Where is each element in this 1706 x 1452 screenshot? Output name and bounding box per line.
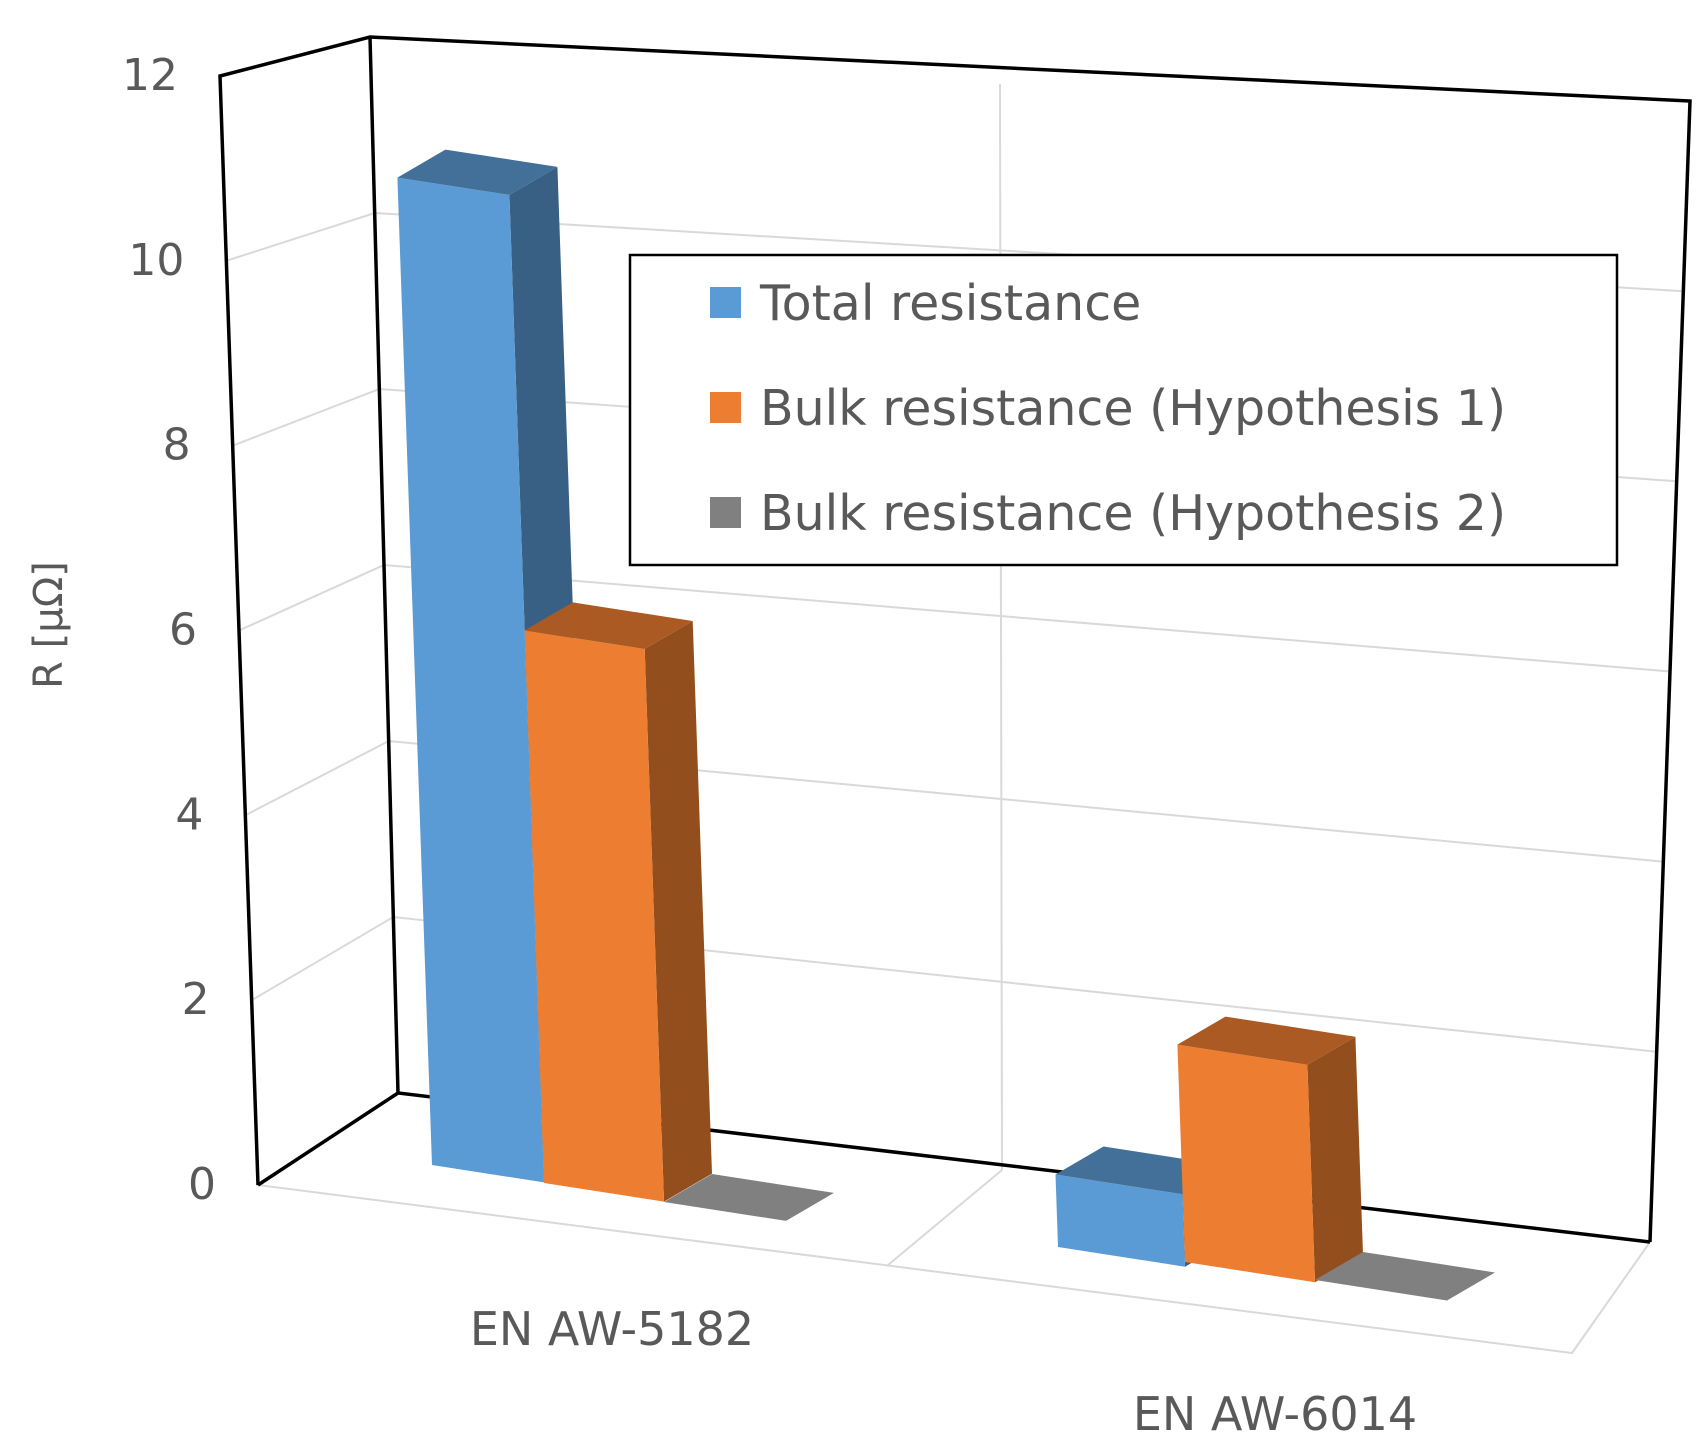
y-tick-label: 10 [128,235,184,286]
chart-bars [397,149,1495,1301]
y-axis-label: R [µΩ] [26,561,72,689]
legend-label-hypothesis-2: Bulk resistance (Hypothesis 2) [760,485,1506,542]
bar-front [1055,1174,1185,1267]
y-tick-label: 12 [122,50,178,101]
legend-label-total: Total resistance [759,275,1141,332]
bar-front [524,630,664,1202]
legend-swatch-hypothesis-1 [710,392,741,423]
bar-flat [664,1174,834,1221]
bar-front [397,177,544,1183]
floor-divider [887,1169,1003,1266]
y-tick-label: 4 [175,789,203,840]
frame-floor-left-edge [257,1091,399,1187]
bar-top [397,149,558,195]
x-category-label: EN AW-6014 [1133,1387,1417,1441]
bar-flat [1315,1252,1495,1301]
bar-side [1307,1036,1363,1283]
bar-top [524,602,693,649]
y-tick-label: 8 [163,420,191,471]
y-tick-label: 0 [188,1159,216,1210]
legend-label-hypothesis-1: Bulk resistance (Hypothesis 1) [760,380,1506,437]
legend-box [628,253,1619,567]
legend: Total resistance Bulk resistance (Hypoth… [628,253,1619,567]
legend-swatch-hypothesis-2 [710,497,741,528]
chart-axes: R [µΩ] 0 2 4 6 8 10 12 EN AW-5182 EN AW-6014 [26,50,1417,1441]
y-tick-label: 6 [169,605,197,656]
y-tick-label: 2 [182,974,210,1025]
bar-top [1177,1016,1356,1065]
bar-side [644,621,712,1202]
legend-swatch-total [710,287,741,318]
x-category-label: EN AW-5182 [470,1302,754,1356]
back-wall-divider [999,83,1003,1171]
bar-front [1177,1044,1315,1283]
